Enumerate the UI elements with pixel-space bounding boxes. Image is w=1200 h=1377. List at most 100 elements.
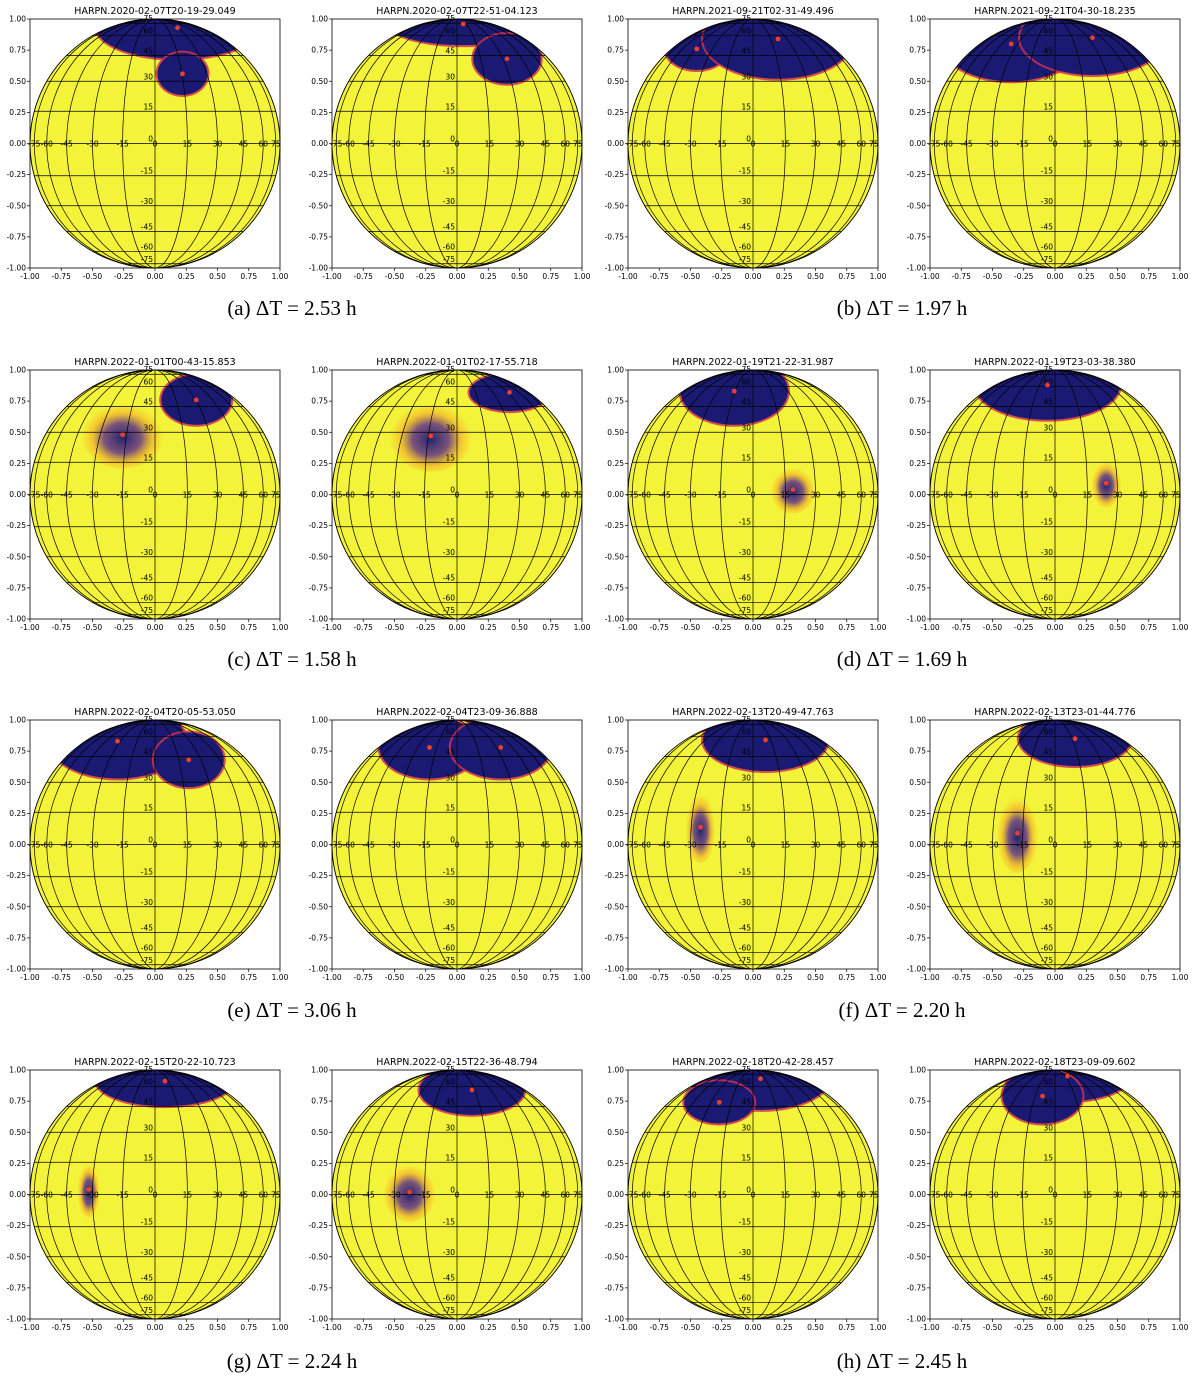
y-tick-label: -0.25 — [907, 170, 927, 179]
y-tick-label: 1.00 — [607, 716, 624, 725]
x-tick-label: -0.75 — [52, 623, 72, 632]
latitude-label: 45 — [143, 397, 153, 406]
latitude-label: -15 — [1041, 167, 1053, 176]
longitude-label: 45 — [239, 491, 249, 500]
x-tick-label: 0.25 — [1078, 623, 1095, 632]
panel-title: HARPN.2021-09-21T02-31-49.496 — [672, 6, 833, 17]
y-tick-label: -0.75 — [907, 583, 927, 592]
longitude-label: -60 — [343, 1191, 355, 1200]
y-tick-label: 1.00 — [909, 15, 926, 24]
x-tick-label: -0.75 — [650, 623, 670, 632]
latitude-label: 75 — [445, 365, 455, 374]
y-tick-label: -0.25 — [605, 521, 625, 530]
x-tick-label: -1.00 — [920, 623, 940, 632]
x-tick-label: -0.75 — [52, 973, 72, 982]
latitude-label: 75 — [1043, 1065, 1053, 1074]
x-tick-label: -0.50 — [681, 973, 701, 982]
latitude-label: -75 — [1041, 606, 1053, 615]
x-tick-label: -0.75 — [952, 973, 972, 982]
caption-h: (h) ΔT = 2.45 h — [836, 1349, 968, 1373]
longitude-label: 45 — [1139, 841, 1149, 850]
x-tick-label: 0.75 — [240, 1323, 257, 1332]
spot-center-marker — [428, 433, 434, 439]
longitude-label: -60 — [639, 140, 651, 149]
x-tick-label: 0.00 — [147, 623, 164, 632]
x-tick-label: -0.75 — [952, 1323, 972, 1332]
x-tick-label: 0.50 — [511, 623, 528, 632]
x-tick-label: 0.25 — [480, 623, 497, 632]
y-tick-label: -0.75 — [605, 232, 625, 241]
latitude-label: -15 — [443, 167, 455, 176]
y-tick-label: -0.75 — [309, 1283, 329, 1292]
longitude-label: 60 — [1158, 491, 1168, 500]
longitude-label: -15 — [715, 841, 727, 850]
longitude-label: 15 — [183, 140, 193, 149]
latitude-label: -60 — [739, 593, 751, 602]
latitude-label: 75 — [143, 365, 153, 374]
y-tick-label: 0.00 — [9, 490, 26, 499]
latitude-label: 0 — [450, 486, 455, 495]
latitude-label: 60 — [1043, 27, 1053, 36]
x-tick-label: -0.25 — [1014, 623, 1034, 632]
panel-title: HARPN.2022-02-15T20-22-10.723 — [74, 1057, 235, 1068]
x-tick-label: 0.25 — [178, 272, 195, 281]
longitude-label: -60 — [941, 841, 953, 850]
y-tick-label: -0.50 — [309, 552, 329, 561]
spot-center-marker — [775, 36, 781, 42]
latitude-label: -60 — [141, 593, 153, 602]
latitude-label: -30 — [443, 548, 455, 557]
x-tick-label: -0.50 — [983, 272, 1003, 281]
longitude-label: 60 — [1158, 140, 1168, 149]
panel-title: HARPN.2020-02-07T22-51-04.123 — [376, 6, 537, 17]
x-tick-label: -0.25 — [712, 1323, 732, 1332]
x-tick-label: 0.50 — [1109, 623, 1126, 632]
latitude-label: 60 — [445, 728, 455, 737]
x-tick-label: 0.75 — [838, 1323, 855, 1332]
latitude-label: -15 — [141, 868, 153, 877]
x-tick-label: 0.75 — [1140, 973, 1157, 982]
longitude-label: 30 — [811, 491, 821, 500]
x-tick-label: 1.00 — [870, 973, 887, 982]
latitude-label: 45 — [741, 397, 751, 406]
spot-center-marker — [698, 824, 703, 830]
y-tick-label: 0.50 — [909, 778, 926, 787]
latitude-label: 30 — [445, 72, 455, 81]
latitude-label: -30 — [1041, 898, 1053, 907]
latitude-label: 45 — [741, 46, 751, 55]
y-tick-label: 0.50 — [607, 77, 624, 86]
x-tick-label: -0.75 — [354, 623, 374, 632]
y-tick-label: 0.75 — [311, 747, 328, 756]
latitude-label: 30 — [1043, 72, 1053, 81]
panel-2: HARPN.2020-02-07T22-51-04.123-75 -60 -45 -3… — [309, 6, 591, 281]
latitude-label: 60 — [445, 378, 455, 387]
latitude-label: -45 — [1041, 574, 1053, 583]
longitude-label: 60 — [1158, 841, 1168, 850]
y-tick-label: -1.00 — [309, 615, 329, 624]
longitude-label: 60 — [856, 491, 866, 500]
latitude-label: -60 — [1041, 943, 1053, 952]
longitude-label: 75 — [573, 841, 583, 850]
longitude-label: 0 — [751, 491, 756, 500]
x-tick-label: -0.50 — [983, 973, 1003, 982]
longitude-label: 15 — [183, 841, 193, 850]
spot-center-marker — [694, 46, 700, 52]
longitude-label: -45 — [362, 491, 374, 500]
y-tick-label: 0.25 — [607, 459, 624, 468]
longitude-label: 75 — [271, 140, 281, 149]
latitude-label: 45 — [1043, 747, 1053, 756]
latitude-label: 0 — [148, 836, 153, 845]
longitude-label: -60 — [41, 140, 53, 149]
longitude-label: 0 — [153, 1191, 158, 1200]
x-tick-label: 1.00 — [272, 272, 289, 281]
longitude-label: -60 — [343, 841, 355, 850]
latitude-label: -30 — [141, 197, 153, 206]
latitude-label: -30 — [739, 548, 751, 557]
latitude-label: 0 — [1048, 1186, 1053, 1195]
latitude-label: 60 — [1043, 378, 1053, 387]
x-tick-label: -1.00 — [20, 272, 40, 281]
y-tick-label: -0.75 — [309, 232, 329, 241]
x-tick-label: -1.00 — [20, 1323, 40, 1332]
latitude-label: 60 — [445, 1078, 455, 1087]
y-tick-label: 0.75 — [909, 747, 926, 756]
x-tick-label: -1.00 — [920, 272, 940, 281]
